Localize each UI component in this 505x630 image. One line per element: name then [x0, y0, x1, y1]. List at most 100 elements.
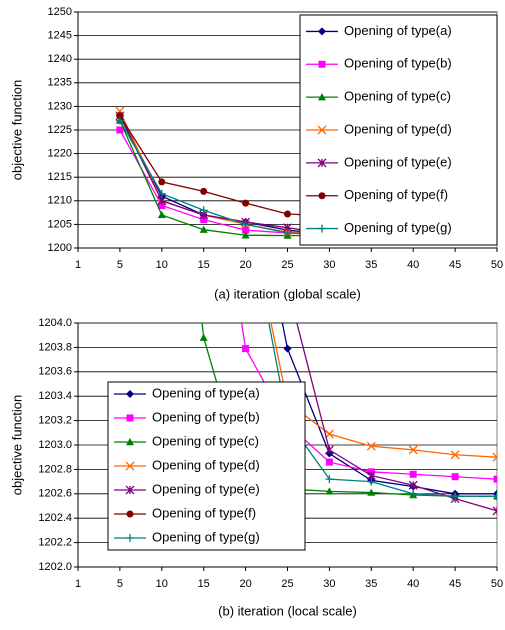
y-tick-label: 1202.2: [38, 537, 72, 549]
marker: [157, 210, 166, 219]
series-line: [296, 323, 497, 512]
marker: [367, 477, 376, 486]
legend-label: Opening of type(b): [152, 409, 260, 424]
marker: [367, 488, 376, 496]
series-line: [270, 323, 497, 458]
x-tick-label: 45: [449, 578, 461, 590]
marker: [324, 429, 334, 439]
marker: [325, 475, 334, 484]
marker: [317, 158, 327, 168]
x-tick-label: 20: [239, 259, 251, 271]
marker: [325, 458, 333, 466]
marker: [158, 202, 166, 210]
x-tick-label: 5: [117, 259, 123, 271]
y-tick-label: 1210: [48, 195, 72, 207]
marker: [242, 226, 250, 234]
marker: [318, 27, 326, 36]
marker: [116, 126, 124, 134]
x-axis-label: (a) iteration (global scale): [214, 286, 361, 301]
x-tick-label: 10: [156, 259, 168, 271]
marker: [200, 216, 208, 224]
marker: [493, 475, 497, 483]
marker: [318, 60, 326, 68]
marker: [126, 414, 134, 422]
marker: [450, 450, 460, 460]
marker: [126, 438, 134, 446]
legend-label: Opening of type(f): [152, 505, 256, 520]
y-tick-label: 1240: [48, 53, 72, 65]
legend-label: Opening of type(a): [152, 385, 260, 400]
y-tick-label: 1202.8: [38, 463, 72, 475]
marker: [157, 196, 167, 206]
x-tick-label: 1: [75, 259, 81, 271]
subplot: 1200120512101215122012251230123512401245…: [9, 6, 503, 302]
marker: [283, 228, 292, 237]
legend-label: Opening of type(c): [152, 433, 259, 448]
marker: [126, 390, 134, 398]
y-tick-label: 1202.4: [38, 512, 72, 524]
legend-label: Opening of type(f): [344, 187, 448, 202]
legend-label: Opening of type(a): [344, 23, 452, 38]
marker: [317, 125, 327, 135]
marker: [409, 470, 417, 478]
y-tick-label: 1203.8: [38, 341, 72, 353]
y-tick-label: 1215: [48, 171, 72, 183]
y-tick-label: 1220: [48, 148, 72, 160]
marker: [126, 510, 134, 518]
legend-label: Opening of type(e): [152, 481, 260, 496]
y-tick-label: 1203.2: [38, 415, 72, 427]
x-tick-label: 50: [491, 578, 503, 590]
x-tick-label: 25: [281, 259, 293, 271]
marker: [125, 461, 135, 471]
x-tick-label: 40: [407, 578, 419, 590]
y-axis-label: objective function: [9, 395, 24, 495]
x-tick-label: 35: [365, 259, 377, 271]
marker: [366, 441, 376, 451]
legend-label: Opening of type(d): [344, 121, 452, 136]
marker: [318, 93, 326, 101]
x-tick-label: 50: [491, 259, 503, 271]
x-tick-label: 10: [156, 578, 168, 590]
y-tick-label: 1203.4: [38, 390, 72, 402]
x-tick-label: 15: [198, 259, 210, 271]
y-tick-label: 1205: [48, 218, 72, 230]
legend-label: Opening of type(g): [344, 220, 452, 235]
marker: [409, 489, 418, 498]
marker: [242, 199, 250, 207]
y-tick-label: 1250: [48, 6, 72, 18]
y-tick-label: 1200: [48, 242, 72, 254]
marker: [241, 231, 250, 239]
marker: [199, 333, 208, 341]
x-tick-label: 45: [449, 259, 461, 271]
marker: [241, 220, 250, 229]
legend: Opening of type(a) Opening of type(b) Open…: [107, 381, 306, 551]
y-tick-label: 1225: [48, 124, 72, 136]
y-tick-label: 1202.0: [38, 561, 72, 573]
x-tick-label: 40: [407, 259, 419, 271]
marker: [115, 116, 124, 125]
x-tick-label: 15: [198, 578, 210, 590]
y-tick-label: 1245: [48, 30, 72, 42]
y-tick-label: 1202.6: [38, 488, 72, 500]
x-tick-label: 5: [117, 578, 123, 590]
marker: [125, 485, 135, 495]
marker: [126, 534, 134, 542]
marker: [199, 206, 208, 215]
y-axis-label: objective function: [9, 80, 24, 180]
legend-label: Opening of type(b): [344, 56, 452, 71]
marker: [318, 224, 326, 233]
marker: [157, 189, 166, 198]
subplot: 1202.0 1202.2 1202.4 1202.6 1202.8 1203.0 1203…: [9, 317, 503, 619]
series-line: [281, 323, 497, 495]
y-tick-label: 1203.0: [38, 439, 72, 451]
y-tick-label: 1203.6: [38, 366, 72, 378]
marker: [284, 210, 291, 218]
x-tick-label: 35: [365, 578, 377, 590]
marker: [492, 452, 497, 462]
marker: [199, 225, 208, 233]
x-axis-label: (b) iteration (local scale): [218, 603, 357, 618]
marker: [324, 445, 334, 455]
marker: [242, 345, 250, 353]
y-tick-label: 1204.0: [38, 317, 72, 329]
